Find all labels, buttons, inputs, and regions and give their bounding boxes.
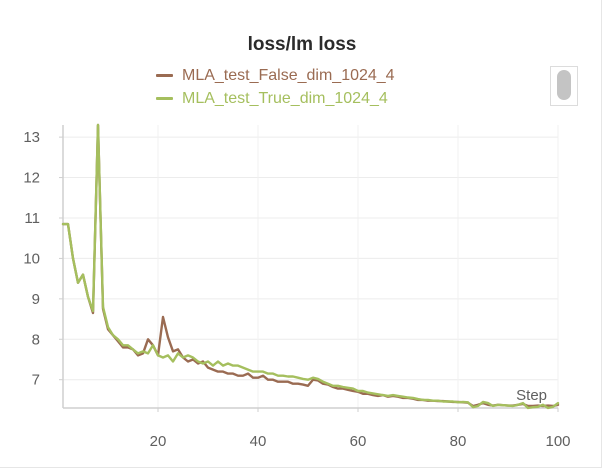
chart-title: loss/lm loss xyxy=(247,34,357,55)
y-tick-label: 13 xyxy=(23,129,40,146)
y-tick-label: 8 xyxy=(32,331,40,348)
grid xyxy=(63,125,559,408)
x-tick-label: 40 xyxy=(250,433,267,450)
axes xyxy=(59,125,559,412)
legend-swatch xyxy=(156,97,173,100)
legend-item-series-0[interactable]: MLA_test_False_dim_1024_4 xyxy=(156,64,395,87)
x-tick-label: 100 xyxy=(545,433,570,450)
legend-label: MLA_test_False_dim_1024_4 xyxy=(182,66,395,84)
y-tick-label: 12 xyxy=(23,170,40,187)
y-tick-label: 11 xyxy=(24,210,40,227)
legend-label: MLA_test_True_dim_1024_4 xyxy=(182,89,388,107)
x-axis-label: Step xyxy=(516,387,547,404)
x-tick-label: 20 xyxy=(150,433,167,450)
tick-labels: 7 8 9 10 11 12 13 20 40 60 80 100 xyxy=(23,129,570,450)
legend-swatch xyxy=(156,74,173,77)
scroll-thumb[interactable] xyxy=(557,70,571,100)
y-tick-label: 9 xyxy=(32,291,40,308)
legend-item-series-1[interactable]: MLA_test_True_dim_1024_4 xyxy=(156,87,395,110)
legend: MLA_test_False_dim_1024_4 MLA_test_True_… xyxy=(156,64,395,110)
series-line-1 xyxy=(61,123,560,410)
y-tick-label: 7 xyxy=(32,372,40,389)
series-lines xyxy=(61,123,560,410)
y-tick-label: 10 xyxy=(23,250,40,267)
x-tick-label: 60 xyxy=(350,433,367,450)
x-tick-label: 80 xyxy=(450,433,467,450)
legend-scrollbar[interactable] xyxy=(550,66,578,106)
series-line-0 xyxy=(61,123,560,408)
